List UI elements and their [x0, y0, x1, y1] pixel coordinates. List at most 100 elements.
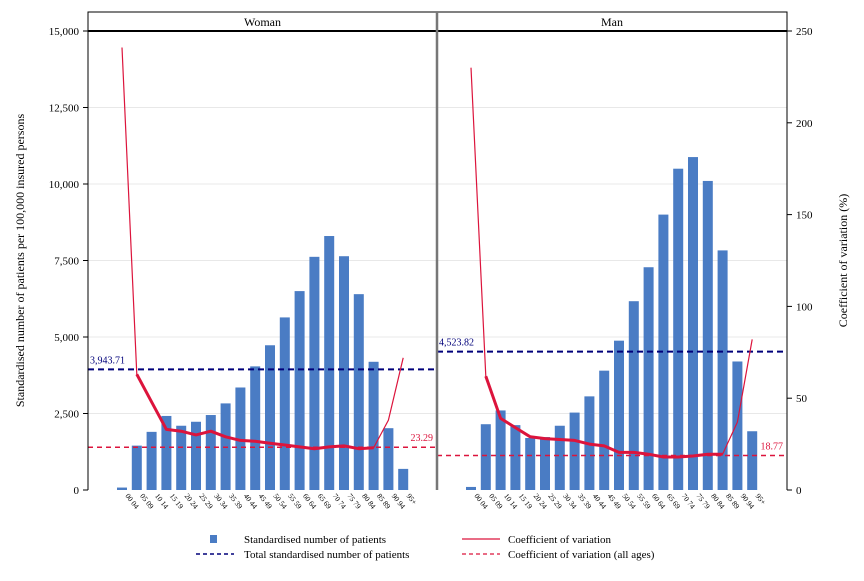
x-tick-man-0: 00 04	[472, 492, 490, 511]
x-tick-woman-9: 45 49	[257, 492, 275, 511]
y2-tick-label-3: 150	[796, 210, 813, 222]
y2-tick-label-5: 250	[796, 26, 813, 38]
bar-man-15-19	[510, 425, 521, 490]
x-tick-woman-8: 40 44	[242, 492, 260, 511]
x-tick-man-5: 25 29	[546, 492, 564, 511]
legend-label-cv: Coefficient of variation	[508, 534, 612, 546]
bar-woman-70-74	[324, 236, 335, 490]
x-tick-woman-11: 55 59	[286, 492, 304, 511]
y-tick-label-5: 12,500	[49, 103, 80, 115]
bar-man-85-89	[717, 250, 728, 490]
x-tick-man-18: 90 94	[739, 492, 757, 511]
bar-man-50-54	[614, 340, 624, 490]
y-tick-label-2: 5,000	[54, 332, 79, 344]
x-tick-woman-4: 20 24	[183, 492, 201, 511]
bar-woman-10-14	[146, 431, 157, 490]
bar-woman-40-44	[235, 387, 246, 490]
x-tick-woman-14: 70 74	[331, 492, 349, 511]
x-tick-man-16: 80 84	[709, 492, 727, 511]
bar-man-05-09	[480, 424, 491, 490]
x-tick-man-13: 65 69	[665, 492, 683, 511]
legend-label-total: Total standardised number of patients	[244, 549, 409, 561]
bar-man-80-84	[702, 180, 713, 490]
cv-line-bold-man	[484, 375, 723, 459]
x-tick-woman-13: 65 69	[316, 492, 334, 511]
y2-tick-label-0: 0	[796, 485, 802, 497]
bar-woman-60-64	[294, 291, 305, 490]
y2-tick-label-1: 50	[796, 393, 808, 405]
bar-man-45-49	[599, 370, 610, 490]
bar-woman-25-29	[191, 421, 201, 490]
bar-woman-75-79	[339, 256, 349, 490]
cv-lines	[121, 47, 753, 459]
cv-line-bold-woman	[135, 373, 374, 451]
cv-all-label-woman: 23.29	[411, 433, 434, 444]
y-tick-label-4: 10,000	[49, 179, 80, 191]
x-tick-man-17: 85 89	[724, 492, 742, 511]
x-tick-man-14: 70 74	[680, 492, 698, 511]
y-tick-label-0: 0	[74, 485, 80, 497]
bar-woman-00-04	[117, 487, 127, 490]
x-tick-woman-6: 30 34	[212, 492, 230, 511]
x-tick-woman-3: 15 19	[168, 492, 186, 511]
bar-man-35-39	[569, 412, 580, 490]
x-tick-man-3: 15 19	[517, 492, 535, 511]
y-axis-title: Standardised number of patients per 100,…	[13, 114, 27, 408]
legend-label-bars: Standardised number of patients	[244, 534, 386, 546]
y-tick-label-3: 7,500	[54, 256, 79, 268]
x-tick-woman-7: 35 39	[227, 492, 245, 511]
bar-man-30-34	[554, 425, 565, 490]
x-tick-man-6: 30 34	[561, 492, 579, 511]
x-tick-man-2: 10 14	[502, 492, 520, 511]
bar-woman-85-89	[368, 361, 379, 490]
bar-woman-15-19	[161, 415, 172, 490]
legend-label-cv-all: Coefficient of variation (all ages)	[508, 549, 655, 561]
x-tick-man-12: 60 64	[650, 492, 668, 511]
bar-woman-20-24	[176, 425, 187, 490]
x-tick-woman-0: 00 04	[123, 492, 141, 511]
y-tick-label-6: 15,000	[49, 26, 80, 38]
bars	[117, 157, 758, 490]
bar-man-65-69	[658, 214, 669, 490]
legend-swatch-bars	[210, 535, 217, 543]
bar-man-75-79	[688, 157, 698, 490]
x-tick-man-10: 50 54	[620, 492, 638, 511]
panel-title-man: Man	[601, 15, 623, 29]
bar-woman-95+	[398, 468, 409, 490]
x-tick-woman-16: 80 84	[360, 492, 378, 511]
legend: Standardised number of patients Coefficie…	[196, 534, 655, 561]
x-tick-woman-12: 60 64	[301, 492, 319, 511]
total-label-man: 4,523.82	[439, 338, 474, 349]
bar-man-60-64	[643, 267, 654, 490]
bar-woman-55-59	[279, 317, 290, 490]
x-tick-man-11: 55 59	[635, 492, 653, 511]
y2-tick-label-4: 200	[796, 118, 813, 130]
y2-tick-label-2: 100	[796, 301, 813, 313]
bar-man-90-94	[732, 361, 743, 490]
panel-frames: Woman Man	[87, 11, 788, 490]
bar-woman-65-69	[309, 256, 320, 490]
x-tick-woman-5: 25 29	[197, 492, 215, 511]
x-tick-woman-10: 50 54	[271, 492, 289, 511]
bar-woman-30-34	[205, 415, 216, 490]
bar-woman-05-09	[131, 445, 142, 490]
total-label-woman: 3,943.71	[90, 355, 125, 366]
panel-title-woman: Woman	[244, 15, 281, 29]
x-tick-woman-1: 05 09	[138, 492, 156, 511]
x-tick-man-15: 75 79	[694, 492, 712, 511]
bar-woman-45-49	[250, 366, 261, 490]
bar-man-00-04	[466, 486, 476, 490]
bar-man-70-74	[673, 168, 684, 490]
bar-man-55-59	[628, 301, 639, 490]
bar-man-20-24	[525, 437, 536, 490]
x-tick-woman-18: 90 94	[390, 492, 408, 511]
cv-all-label-man: 18.77	[761, 442, 784, 453]
x-tick-man-4: 20 24	[532, 492, 550, 511]
bar-woman-50-54	[265, 345, 275, 490]
x-tick-man-1: 05 09	[487, 492, 505, 511]
y-tick-label-1: 2,500	[54, 409, 79, 421]
bar-woman-80-84	[353, 294, 364, 490]
